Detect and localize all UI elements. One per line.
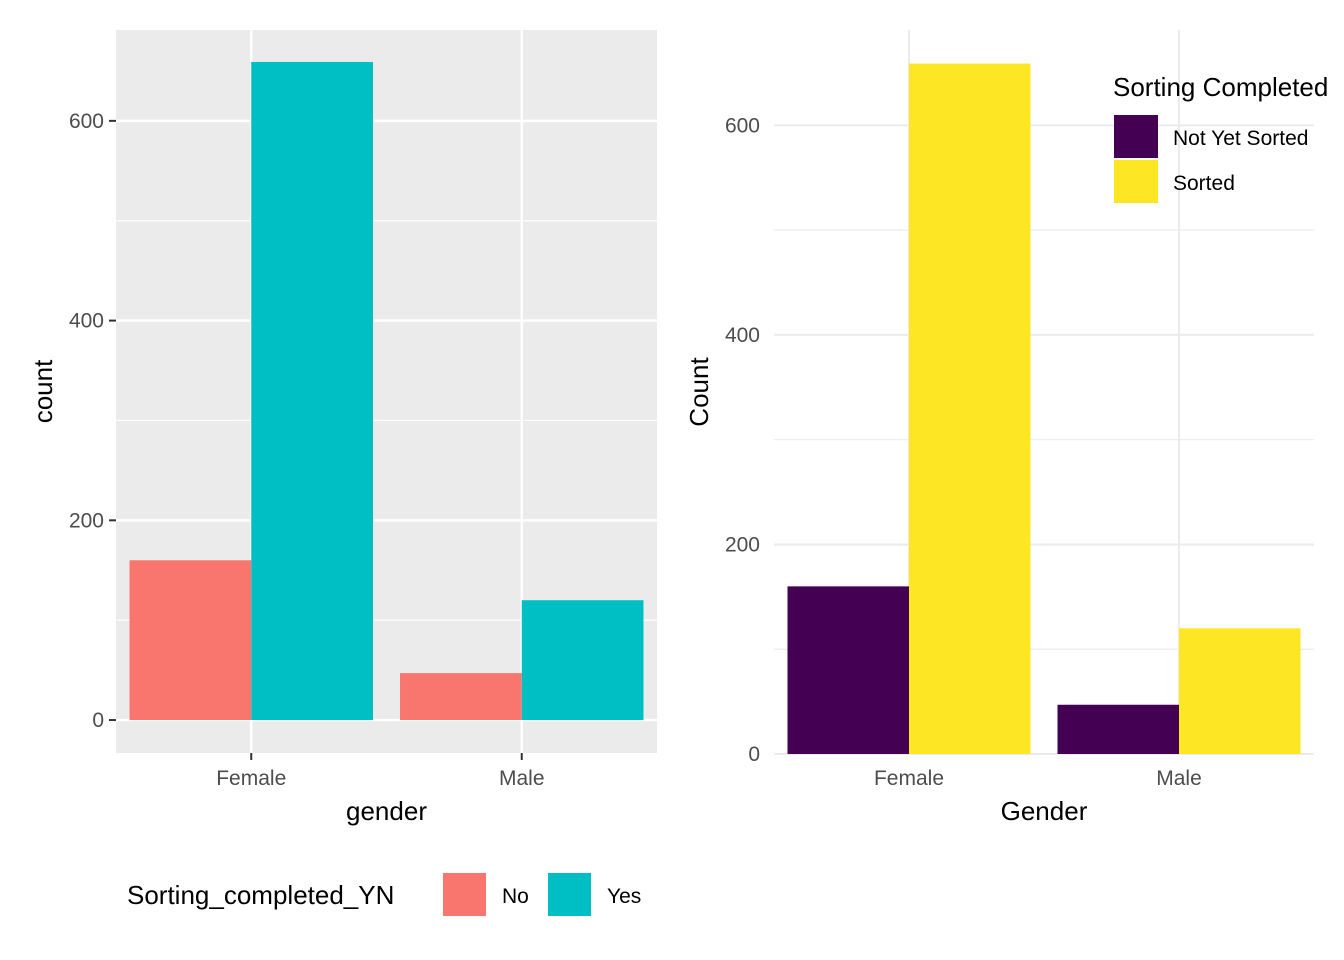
bar-yes-female <box>251 61 373 721</box>
y-tick-label: 200 <box>69 509 104 532</box>
x-tick-label: Female <box>216 767 286 790</box>
y-tick-label: 400 <box>69 310 104 333</box>
legend-label-sorted: Sorted <box>1173 172 1235 195</box>
y-tick-label: 0 <box>92 709 104 732</box>
y-tick-label: 0 <box>748 743 760 766</box>
x-tick-label: Male <box>499 767 545 790</box>
legend-key-yes <box>546 871 593 918</box>
legend-key-sorted <box>1114 160 1158 203</box>
bar-not-yet-sorted-female <box>787 586 909 754</box>
y-tick-label: 200 <box>725 533 760 556</box>
legend-title: Sorting Completed <box>1113 72 1328 102</box>
bar-sorted-male <box>1179 628 1301 754</box>
y-axis-title: Count <box>684 357 714 427</box>
chart-left: 0 200 400 600 Female Male gender count Sorting_c… <box>28 30 657 918</box>
y-tick-label: 600 <box>69 110 104 133</box>
x-axis-title: Gender <box>1001 796 1088 826</box>
x-tick-label: Male <box>1156 767 1202 790</box>
x-tick-label: Female <box>874 767 944 790</box>
legend-label-not-yet-sorted: Not Yet Sorted <box>1173 127 1308 150</box>
x-axis-title: gender <box>346 796 427 826</box>
bar-no-female <box>129 560 252 721</box>
y-tick-label: 400 <box>725 324 760 347</box>
bar-not-yet-sorted-male <box>1057 704 1179 754</box>
y-tick-label: 600 <box>725 114 760 137</box>
bar-sorted-female <box>909 63 1031 755</box>
y-axis-title: count <box>28 359 58 423</box>
legend-label-yes: Yes <box>607 885 641 908</box>
legend-label-no: No <box>502 885 529 908</box>
legend-title: Sorting_completed_YN <box>127 880 394 910</box>
legend-key-no <box>441 871 488 918</box>
chart-right: 0 200 400 600 Female Male Gender Count Sorting C… <box>684 30 1328 826</box>
bar-yes-male <box>521 600 644 721</box>
bar-no-male <box>400 673 522 721</box>
legend-key-not-yet-sorted <box>1114 115 1158 158</box>
